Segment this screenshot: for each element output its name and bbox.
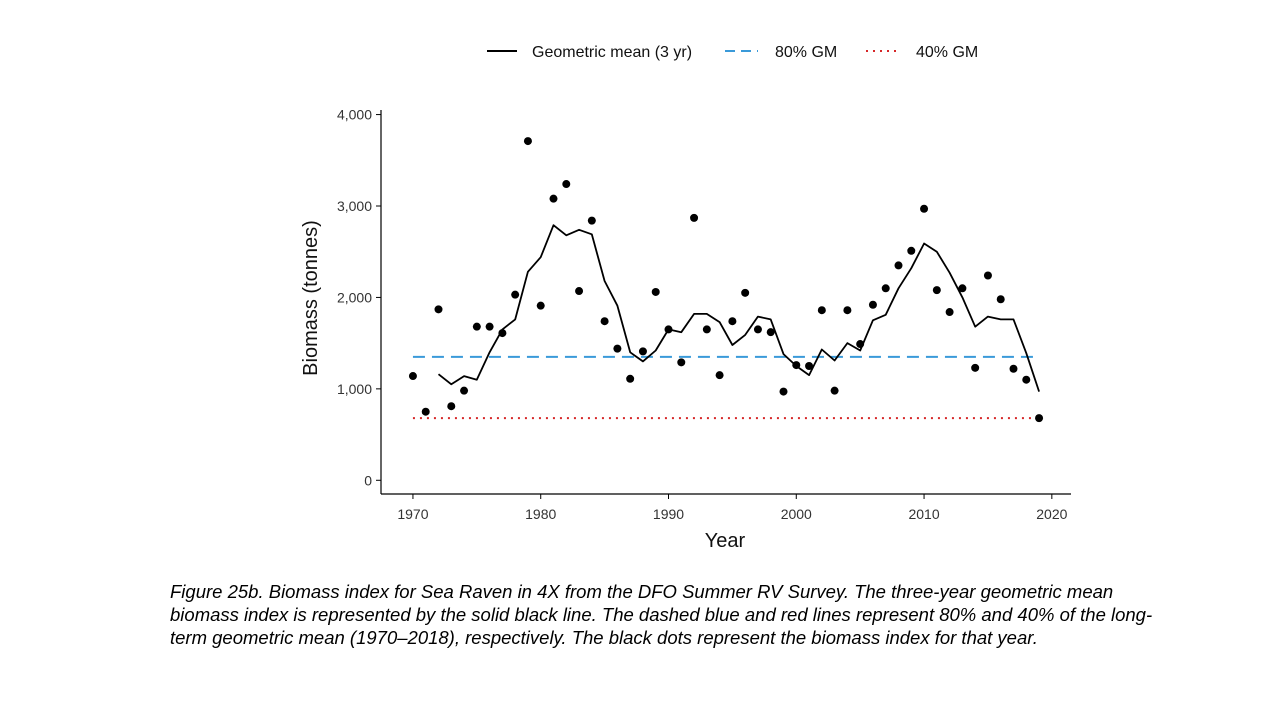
biomass-point bbox=[549, 194, 558, 203]
y-tick-label: 1,000 bbox=[337, 381, 372, 397]
biomass-point bbox=[575, 287, 584, 296]
biomass-point bbox=[792, 361, 801, 370]
biomass-point bbox=[434, 305, 443, 314]
biomass-point bbox=[664, 325, 673, 334]
biomass-point bbox=[843, 306, 852, 315]
biomass-point bbox=[1035, 414, 1044, 423]
biomass-point bbox=[536, 301, 545, 310]
biomass-point bbox=[1009, 364, 1018, 373]
y-tick-label: 3,000 bbox=[337, 198, 372, 214]
x-axis-title: Year bbox=[705, 530, 746, 552]
biomass-point bbox=[485, 322, 494, 331]
biomass-point bbox=[600, 317, 609, 326]
x-tick-label: 1990 bbox=[653, 506, 684, 522]
x-tick-label: 2000 bbox=[781, 506, 812, 522]
biomass-point bbox=[805, 362, 814, 370]
biomass-point bbox=[817, 306, 826, 315]
biomass-point bbox=[421, 407, 430, 416]
biomass-point bbox=[626, 374, 635, 383]
biomass-point bbox=[932, 286, 941, 295]
biomass-point bbox=[460, 386, 469, 395]
biomass-point bbox=[728, 317, 737, 326]
biomass-point bbox=[996, 295, 1005, 304]
axes: 0 1,000 2,000 3,000 4,000 1970 1980 1990 2000 201… bbox=[337, 107, 1071, 522]
biomass-point bbox=[613, 344, 622, 353]
biomass-point bbox=[945, 308, 954, 317]
biomass-point bbox=[881, 284, 890, 293]
biomass-point bbox=[779, 387, 788, 396]
legend-label: 40% GM bbox=[916, 44, 978, 61]
biomass-point bbox=[983, 271, 992, 280]
x-tick-label: 1970 bbox=[397, 506, 428, 522]
biomass-point bbox=[766, 328, 775, 337]
biomass-point bbox=[472, 322, 481, 331]
legend-label: 80% GM bbox=[775, 44, 837, 61]
biomass-point bbox=[702, 325, 711, 334]
legend: Geometric mean (3 yr) 80% GM 40% GM bbox=[487, 44, 978, 61]
biomass-point bbox=[856, 340, 865, 349]
biomass-point bbox=[830, 386, 839, 395]
biomass-point bbox=[1022, 375, 1031, 384]
biomass-point bbox=[651, 287, 660, 296]
biomass-point bbox=[587, 216, 596, 225]
legend-label: Geometric mean (3 yr) bbox=[532, 44, 692, 61]
figure-caption: Figure 25b. Biomass index for Sea Raven … bbox=[170, 581, 1153, 648]
biomass-point bbox=[562, 180, 571, 189]
y-axis-title: Biomass (tonnes) bbox=[300, 220, 322, 376]
y-tick-label: 2,000 bbox=[337, 289, 372, 305]
y-tick-label: 0 bbox=[364, 472, 372, 488]
biomass-point bbox=[715, 371, 724, 380]
biomass-point bbox=[638, 347, 647, 356]
biomass-point bbox=[971, 363, 980, 372]
biomass-point bbox=[868, 300, 877, 309]
biomass-point bbox=[523, 137, 532, 146]
biomass-point bbox=[511, 290, 520, 299]
biomass-point bbox=[907, 246, 916, 255]
biomass-chart: Geometric mean (3 yr) 80% GM 40% GM 0 1,000… bbox=[300, 44, 1071, 552]
x-tick-label: 1980 bbox=[525, 506, 556, 522]
x-tick-label: 2010 bbox=[908, 506, 939, 522]
biomass-point bbox=[958, 284, 967, 293]
biomass-point bbox=[408, 372, 417, 381]
biomass-point bbox=[894, 261, 903, 270]
biomass-point bbox=[677, 358, 686, 367]
biomass-point bbox=[690, 213, 699, 222]
biomass-point bbox=[920, 204, 929, 213]
x-tick-label: 2020 bbox=[1036, 506, 1067, 522]
biomass-point bbox=[447, 402, 456, 411]
biomass-point bbox=[753, 325, 762, 334]
biomass-point bbox=[498, 329, 507, 338]
geometric-mean-line bbox=[437, 224, 1040, 392]
biomass-point bbox=[741, 288, 750, 297]
y-tick-label: 4,000 bbox=[337, 107, 372, 123]
plot-marks bbox=[408, 137, 1044, 423]
